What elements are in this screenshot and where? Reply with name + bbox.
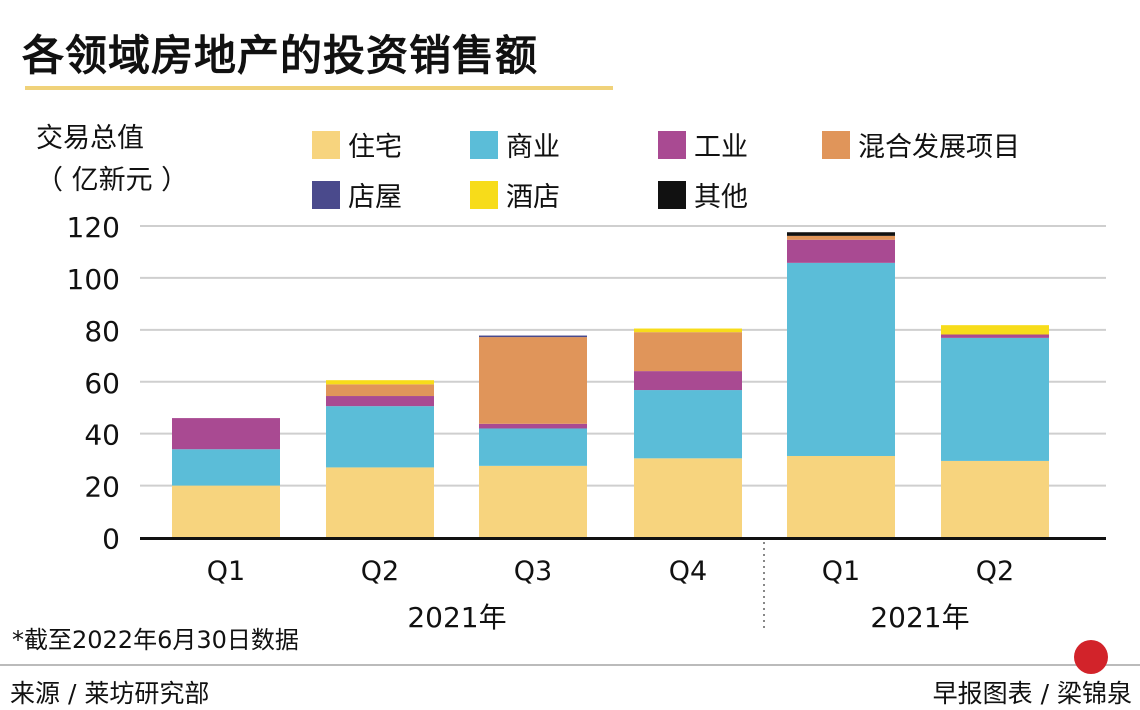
legend-label: 商业 <box>506 132 560 163</box>
bar-segment <box>479 465 587 538</box>
year-group-label: 2021年 <box>870 601 969 634</box>
y-tick-label: 80 <box>84 315 120 348</box>
legend-item: 工业 <box>658 125 748 164</box>
x-tick-label: Q2 <box>976 556 1014 587</box>
y-tick-label: 0 <box>102 523 120 556</box>
y-tick-label: 20 <box>84 471 120 504</box>
bar-segment <box>479 337 587 424</box>
bar-segment <box>479 335 587 338</box>
credit-text: 早报图表 / 梁锦泉 <box>932 679 1132 708</box>
data-note: *截至2022年6月30日数据 <box>12 626 299 654</box>
legend-item: 混合发展项目 <box>822 125 1020 164</box>
legend-swatch <box>658 130 686 159</box>
bar-segment <box>326 406 434 468</box>
legend-swatch <box>658 180 686 209</box>
bar-segment <box>634 328 742 333</box>
bar-segment <box>634 371 742 391</box>
divider <box>0 664 1140 666</box>
bar-segment <box>787 239 895 263</box>
bar-segment <box>941 334 1049 338</box>
legend-label: 店屋 <box>348 182 402 213</box>
bar-segment <box>787 235 895 240</box>
y-axis-label: 交易总值 （ 亿新元 ） <box>36 118 188 202</box>
y-tick-label: 40 <box>84 419 120 452</box>
bar-segment <box>634 458 742 538</box>
legend-swatch <box>470 180 498 209</box>
year-group-label: 2021年 <box>407 601 506 634</box>
legend-swatch <box>312 180 340 209</box>
bar-segment <box>326 467 434 538</box>
bar-segment <box>941 325 1049 335</box>
bar-segment <box>634 332 742 372</box>
y-tick-label: 120 <box>67 211 120 244</box>
legend-item: 酒店 <box>470 175 560 214</box>
legend-swatch <box>822 130 850 159</box>
bar-segment <box>172 418 280 450</box>
y-tick-label: 60 <box>84 367 120 400</box>
legend-label: 混合发展项目 <box>858 132 1020 163</box>
bar-segment <box>787 262 895 456</box>
x-tick-label: Q3 <box>514 556 552 587</box>
bar-segment <box>326 380 434 385</box>
legend-swatch <box>312 130 340 159</box>
chart-title: 各领域房地产的投资销售额 <box>22 31 539 80</box>
bar-segment <box>479 423 587 429</box>
legend-label: 酒店 <box>506 182 560 213</box>
bar-segment <box>479 428 587 466</box>
source-text: 来源 / 莱坊研究部 <box>10 679 210 708</box>
legend-swatch <box>470 130 498 159</box>
legend-label: 住宅 <box>348 132 402 163</box>
legend-item: 其他 <box>658 175 748 214</box>
bar-segment <box>634 390 742 459</box>
bar-segment <box>172 449 280 486</box>
bar-segment <box>941 460 1049 538</box>
legend-label: 其他 <box>694 182 748 213</box>
bar-segment <box>941 337 1049 461</box>
bar-segment <box>326 396 434 407</box>
bar-segment <box>787 232 895 236</box>
y-tick-label: 100 <box>67 263 120 296</box>
bar-segment <box>172 485 280 538</box>
bar-segment <box>326 384 434 397</box>
y-axis-label-line: 交易总值 <box>36 123 144 154</box>
x-tick-label: Q1 <box>207 556 245 587</box>
x-tick-label: Q2 <box>361 556 399 587</box>
x-tick-label: Q4 <box>669 556 707 587</box>
legend-item: 住宅 <box>312 125 402 164</box>
y-axis-label-line: （ 亿新元 ） <box>36 165 189 196</box>
legend-label: 工业 <box>694 132 748 163</box>
x-tick-label: Q1 <box>822 556 860 587</box>
bar-segment <box>787 455 895 538</box>
title-underline <box>25 86 613 90</box>
legend-item: 店屋 <box>312 175 402 214</box>
zaobao-logo <box>1074 640 1108 674</box>
legend-item: 商业 <box>470 125 560 164</box>
